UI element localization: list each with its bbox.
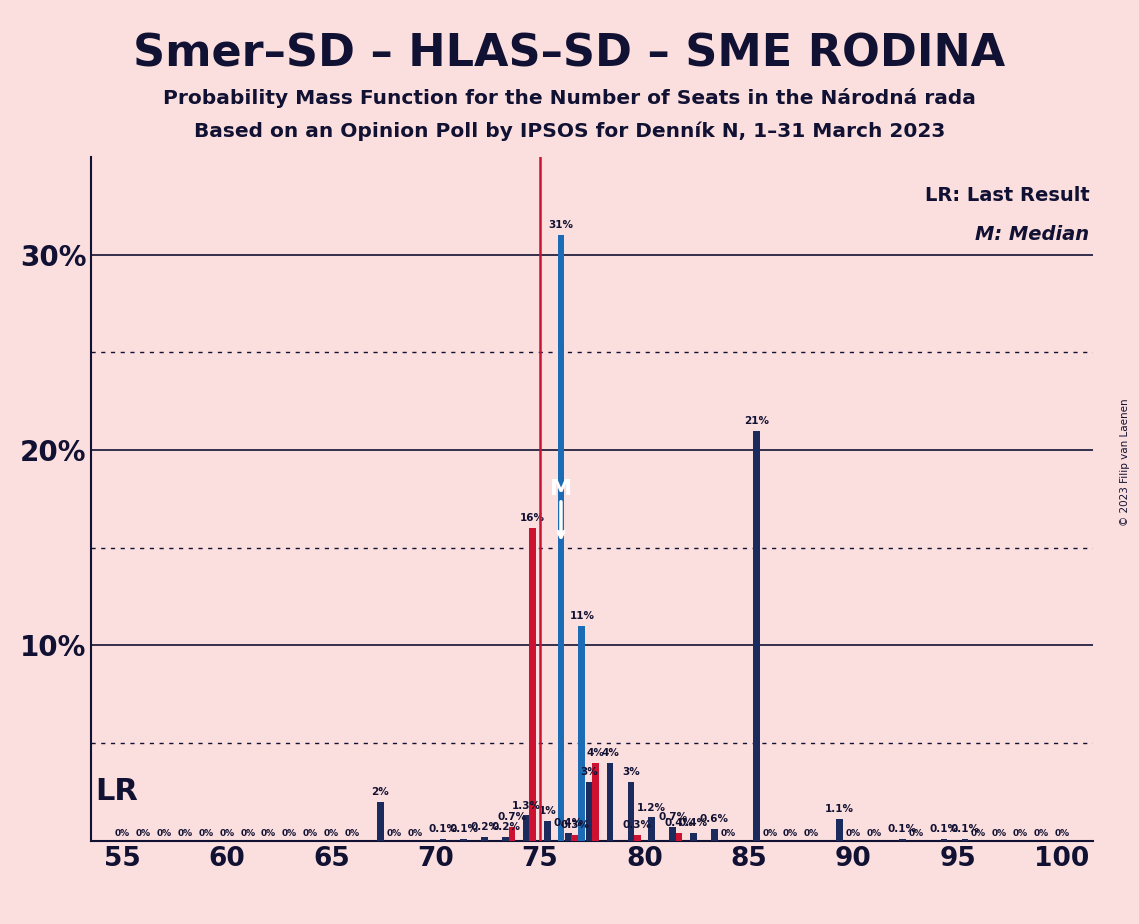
Bar [571,835,577,841]
Text: 0%: 0% [345,830,360,838]
Bar [565,833,572,841]
Bar [544,821,551,841]
Bar [460,839,467,841]
Text: 0.1%: 0.1% [951,824,980,834]
Text: 0%: 0% [323,830,338,838]
Bar [523,816,530,841]
Bar [585,783,592,841]
Text: Based on an Opinion Poll by IPSOS for Denník N, 1–31 March 2023: Based on an Opinion Poll by IPSOS for De… [194,122,945,141]
Text: 0%: 0% [240,830,255,838]
Text: 0%: 0% [909,830,924,838]
Bar [482,837,489,841]
Text: 1.1%: 1.1% [826,805,854,814]
Text: 0%: 0% [1013,830,1027,838]
Text: 0.7%: 0.7% [498,812,526,822]
Text: M: Median: M: Median [975,225,1089,245]
Text: 0%: 0% [198,830,213,838]
Text: 0%: 0% [261,830,276,838]
Text: LR: Last Result: LR: Last Result [925,187,1089,205]
Text: 0%: 0% [115,830,130,838]
Text: © 2023 Filip van Laenen: © 2023 Filip van Laenen [1121,398,1130,526]
Text: 2%: 2% [371,787,390,796]
Bar [508,827,515,841]
Bar [941,839,948,841]
Bar [530,529,536,841]
Bar [592,762,599,841]
Text: 0.4%: 0.4% [664,818,694,828]
Text: 3%: 3% [622,767,640,777]
Text: 0.1%: 0.1% [450,824,478,834]
Text: 0.4%: 0.4% [554,818,583,828]
Bar [675,833,682,841]
Bar [753,431,760,841]
Bar [440,839,446,841]
Text: 0%: 0% [386,830,401,838]
Text: 31%: 31% [549,220,573,230]
Text: 0%: 0% [1055,830,1070,838]
Text: 0%: 0% [1034,830,1049,838]
Text: 0.3%: 0.3% [623,821,652,830]
Text: 0%: 0% [408,830,423,838]
Text: 0.4%: 0.4% [679,818,708,828]
Bar [633,835,640,841]
Bar [628,783,634,841]
Text: 0%: 0% [157,830,172,838]
Text: 0%: 0% [282,830,297,838]
Text: Probability Mass Function for the Number of Seats in the Národná rada: Probability Mass Function for the Number… [163,88,976,108]
Bar [502,837,509,841]
Text: 0%: 0% [846,830,861,838]
Text: 3%: 3% [580,767,598,777]
Text: 0%: 0% [136,830,150,838]
Text: 0.1%: 0.1% [929,824,959,834]
Bar [377,802,384,841]
Text: 0.3%: 0.3% [560,821,589,830]
Text: 0.1%: 0.1% [888,824,917,834]
Text: 0.2%: 0.2% [470,822,499,832]
Text: 21%: 21% [744,416,769,426]
Bar [836,820,843,841]
Text: 0%: 0% [220,830,235,838]
Text: 0.6%: 0.6% [700,814,729,824]
Text: Smer–SD – HLAS–SD – SME RODINA: Smer–SD – HLAS–SD – SME RODINA [133,32,1006,76]
Text: 0%: 0% [804,830,819,838]
Text: 0.2%: 0.2% [491,822,521,832]
Text: 0%: 0% [303,830,318,838]
Text: 0%: 0% [972,830,986,838]
Text: 0%: 0% [178,830,192,838]
Text: 4%: 4% [601,748,618,758]
Bar [899,839,906,841]
Text: 16%: 16% [521,514,546,523]
Text: 0%: 0% [992,830,1007,838]
Text: 0.1%: 0.1% [428,824,458,834]
Text: 0%: 0% [762,830,777,838]
Text: 1.3%: 1.3% [513,800,541,810]
Text: M: M [550,479,572,499]
Text: 1.2%: 1.2% [638,803,666,812]
Bar [670,827,677,841]
Bar [648,818,655,841]
Bar [607,762,614,841]
Bar [711,829,718,841]
Bar [690,833,697,841]
Text: 0%: 0% [784,830,798,838]
Text: 0%: 0% [721,830,736,838]
Text: LR: LR [96,777,138,806]
Bar [579,626,585,841]
Bar [558,236,564,841]
Bar [961,839,968,841]
Text: 0.7%: 0.7% [658,812,687,822]
Text: 4%: 4% [587,748,605,758]
Text: 0%: 0% [867,830,882,838]
Text: 11%: 11% [570,611,595,621]
Text: 1%: 1% [539,807,556,817]
